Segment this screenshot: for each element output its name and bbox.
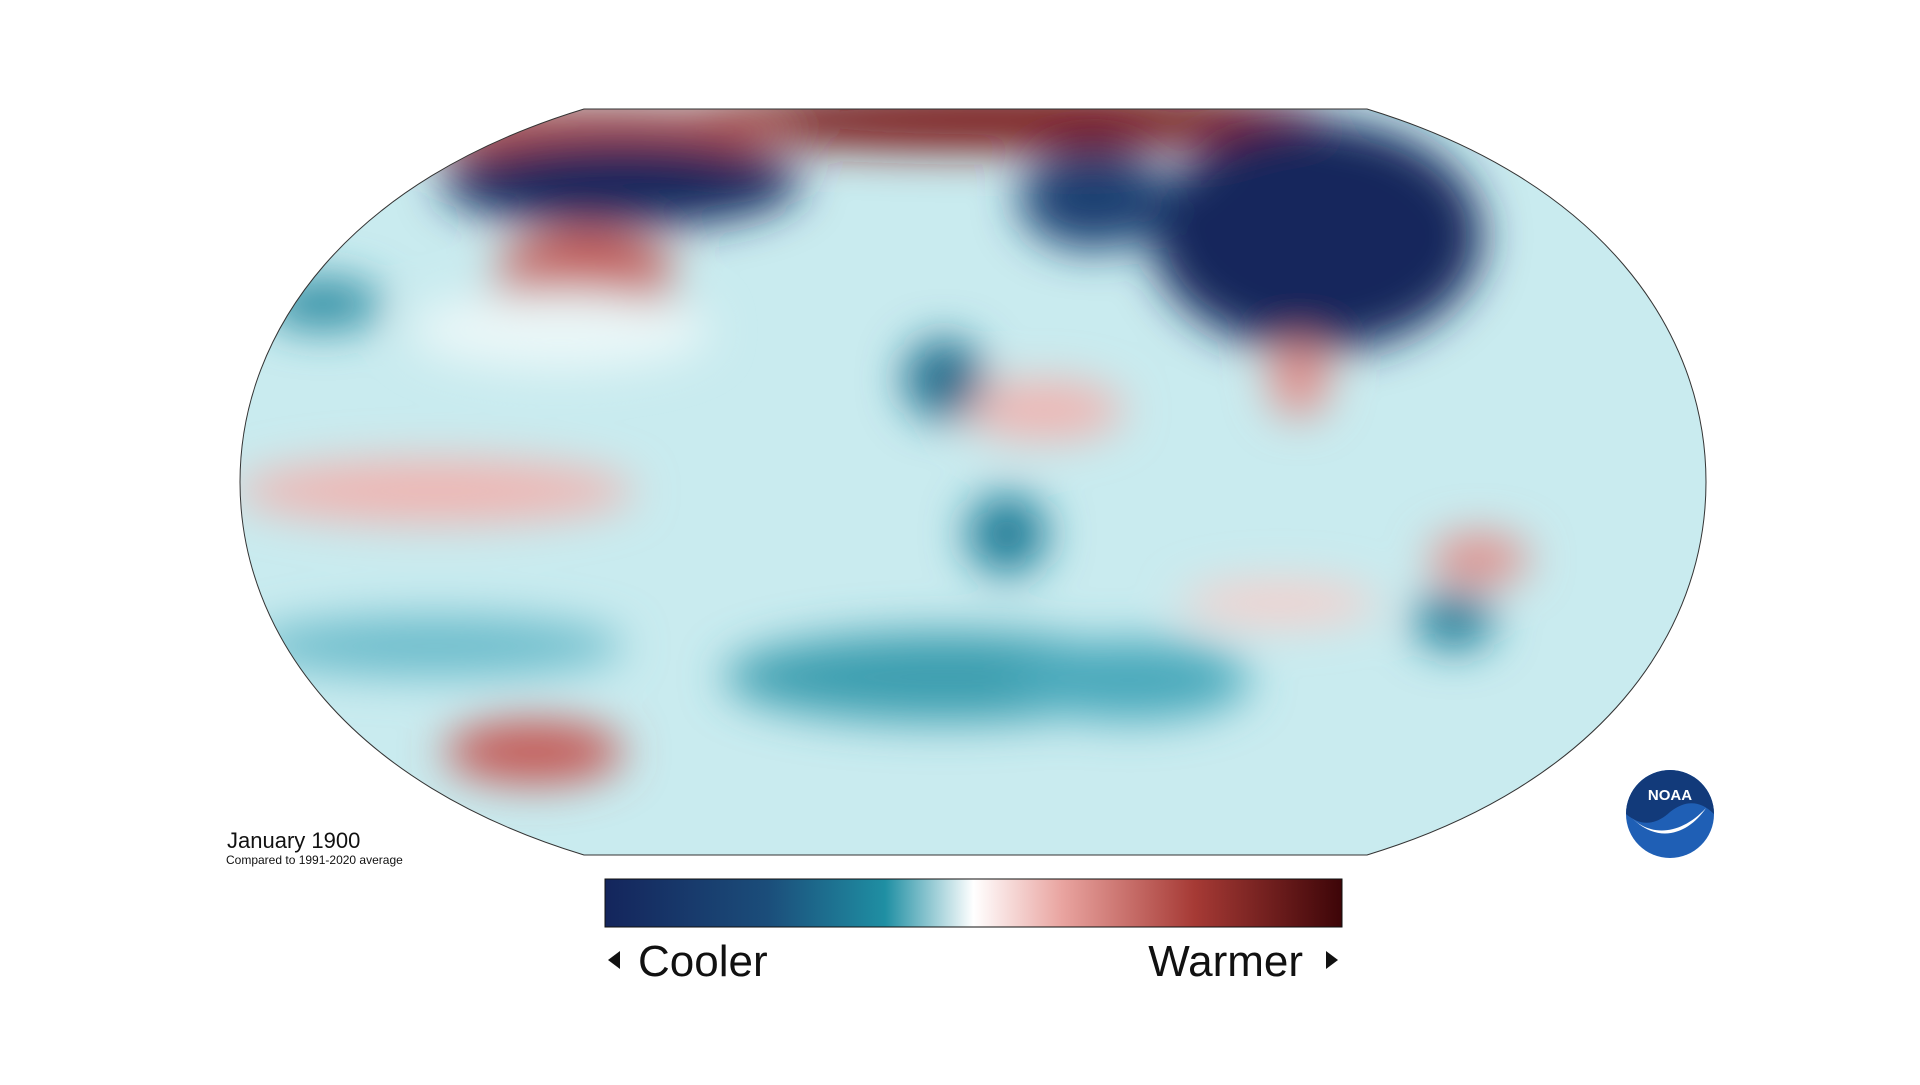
right-arrow — [1326, 951, 1338, 969]
map-outline — [239, 108, 1707, 856]
map-subtitle: Compared to 1991-2020 average — [226, 853, 403, 867]
noaa-logo: NOAA — [1626, 770, 1714, 858]
high-label: Warmer — [1148, 937, 1303, 986]
anomaly-map — [240, 109, 1706, 855]
map-title: January 1900 — [227, 828, 360, 853]
color-scale — [604, 878, 1343, 928]
logo-text: NOAA — [1648, 787, 1692, 804]
low-label: Cooler — [638, 937, 768, 986]
left-arrow — [608, 951, 620, 969]
